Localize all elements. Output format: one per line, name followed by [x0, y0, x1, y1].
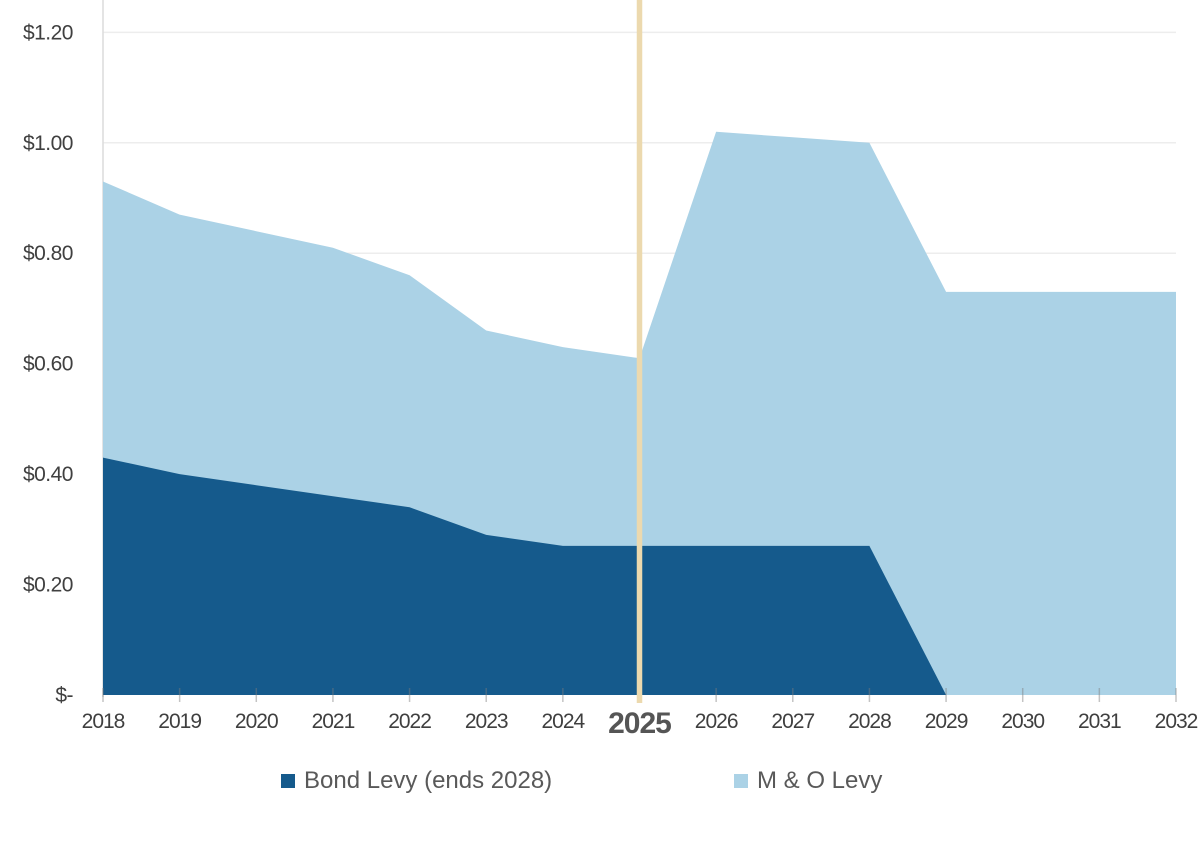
x-axis-tick-label: 2020	[235, 710, 278, 733]
x-axis-tick-label: 2018	[82, 710, 125, 733]
x-axis-tick-label-highlighted: 2025	[608, 707, 671, 740]
x-axis-tick-label: 2032	[1155, 710, 1198, 733]
x-axis-labels: 2018 2019 2020 2021 2022 2023 2024 2025 2026 2027…	[82, 707, 1199, 740]
mo-levy-swatch-icon	[734, 774, 748, 788]
x-axis-tick-label: 2026	[695, 710, 738, 733]
legend-item-mo-levy: M & O Levy	[734, 766, 882, 796]
y-axis-tick-label: $0.40	[23, 463, 73, 486]
bond-levy-swatch-icon	[281, 774, 295, 788]
y-axis-tick-label: $0.80	[23, 242, 73, 265]
y-axis-tick-label: $0.60	[23, 353, 73, 376]
legend-item-bond-levy: Bond Levy (ends 2028)	[281, 766, 552, 796]
y-axis-tick-label: $0.20	[23, 574, 73, 597]
x-axis-tick-label: 2030	[1001, 710, 1044, 733]
x-axis-tick-label: 2031	[1078, 710, 1121, 733]
y-axis-tick-label: $1.20	[23, 21, 73, 44]
legend-label-mo-levy: M & O Levy	[757, 767, 883, 794]
x-axis-tick-label: 2023	[465, 710, 508, 733]
x-axis-tick-label: 2022	[388, 710, 431, 733]
x-axis-tick-label: 2027	[771, 710, 814, 733]
y-axis-tick-label: $1.00	[23, 132, 73, 155]
legend: Bond Levy (ends 2028) M & O Levy	[0, 766, 1200, 800]
x-axis-tick-label: 2021	[312, 710, 355, 733]
x-axis-tick-label: 2019	[158, 710, 201, 733]
legend-label-bond-levy: Bond Levy (ends 2028)	[304, 767, 553, 794]
x-axis-tick-label: 2024	[541, 710, 585, 733]
x-axis-tick-label: 2029	[925, 710, 968, 733]
y-axis-labels: $- $0.20 $0.40 $0.60 $0.80 $1.00 $1.20	[23, 21, 74, 707]
y-axis-tick-label: $-	[55, 684, 73, 707]
x-axis-tick-label: 2028	[848, 710, 891, 733]
